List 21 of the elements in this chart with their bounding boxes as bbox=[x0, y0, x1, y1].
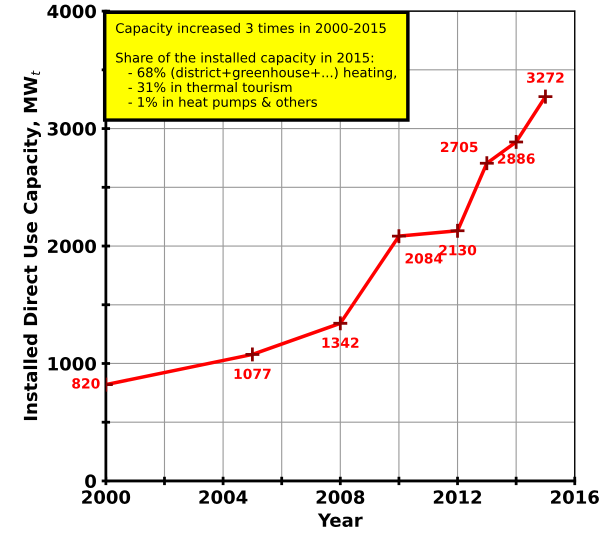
data-label: 1342 bbox=[322, 337, 358, 348]
data-label: 820 bbox=[72, 378, 100, 389]
data-label: 1077 bbox=[234, 368, 271, 380]
y-tick-label: 4000 bbox=[47, 4, 96, 18]
x-tick-label: 2008 bbox=[316, 490, 364, 504]
x-tick-label: 2000 bbox=[82, 490, 130, 504]
x-axis-title: Year bbox=[318, 514, 363, 527]
data-label: 2084 bbox=[406, 253, 442, 264]
y-tick-label: 2000 bbox=[48, 239, 96, 254]
y-tick-label: 1000 bbox=[48, 356, 96, 371]
x-tick-label: 2016 bbox=[551, 490, 599, 504]
x-tick-label: 2012 bbox=[434, 490, 482, 504]
data-label: 2705 bbox=[440, 142, 478, 152]
y-axis-title: Installed Direct Use Capacity, MW$_{t}$ bbox=[23, 70, 41, 420]
y-tick-label: 0 bbox=[85, 474, 96, 488]
data-label: 2130 bbox=[439, 244, 476, 256]
data-label: 2886 bbox=[498, 153, 535, 164]
text: Capacity increased 3 times in 2000-2015 Share of the installed capacity in 2015: - 68% (district+greenhouse+...) heating, - 31% in thermal tourism - 1% in heat pumps & others bbox=[116, 22, 396, 110]
y-tick-label: 3000 bbox=[48, 122, 96, 136]
x-tick-label: 2004 bbox=[199, 490, 248, 504]
data-label: 3272 bbox=[527, 72, 564, 83]
